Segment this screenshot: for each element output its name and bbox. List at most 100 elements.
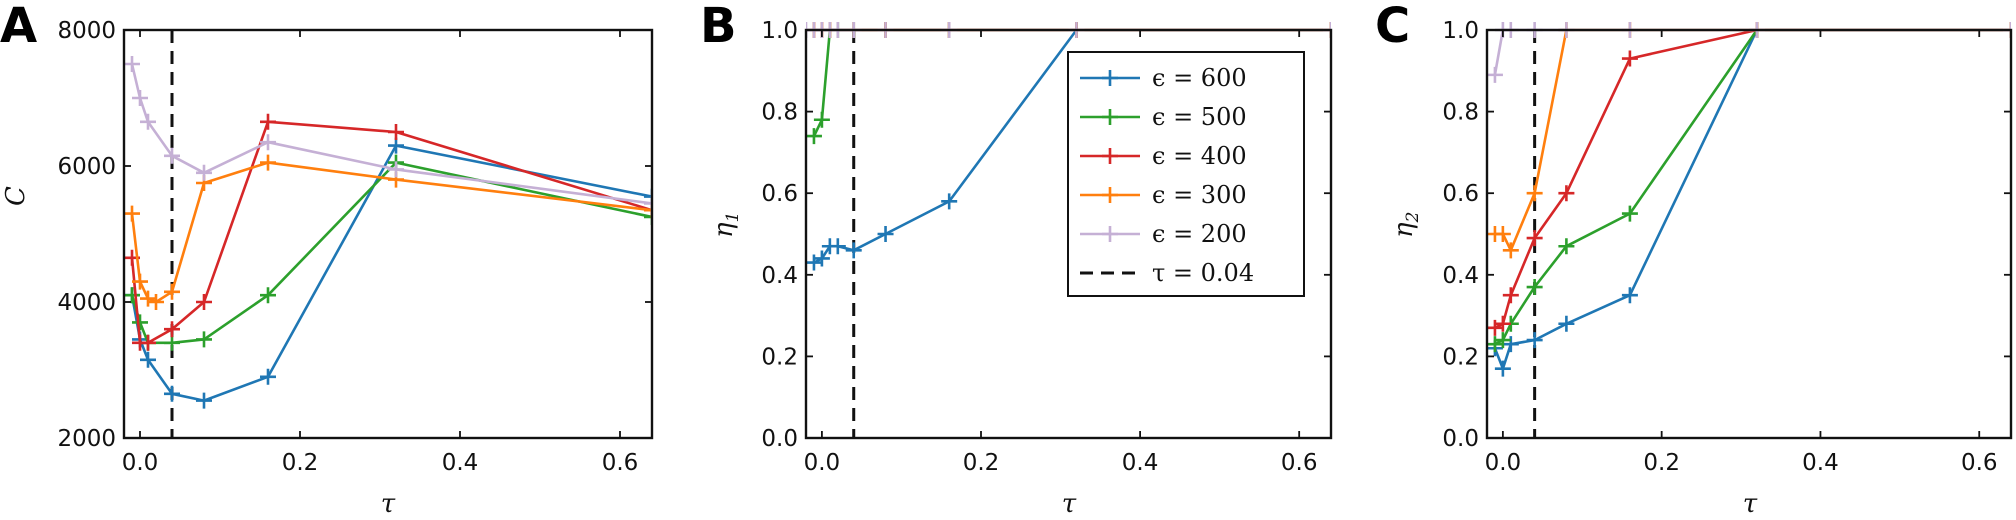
x-tick-label: 0.6 [1281,450,1318,476]
legend-marker [1102,70,1118,86]
legend-label: ϵ = 600 [1152,64,1247,92]
x-tick-label: 0.2 [963,450,1000,476]
legend-marker [1102,187,1118,203]
legend-label: ϵ = 400 [1152,142,1247,170]
data-point [260,154,276,171]
data-point [1487,319,1503,336]
legend-marker [1102,109,1118,125]
x-tick-label: 0.6 [1961,450,1998,476]
y-tick-label: 0.0 [1442,426,1479,452]
y-tick-label: 0.6 [1442,181,1479,207]
data-point [845,242,862,259]
y-tick-label: 0.6 [761,181,798,207]
data-point [806,128,822,145]
data-point [813,111,830,128]
data-point [148,294,164,310]
data-point [1487,336,1503,353]
series-line [1493,28,2011,370]
data-point [140,351,156,368]
series-line [130,161,652,345]
y-axis-label-b: η1 [709,212,743,238]
data-point [1558,185,1575,202]
data-point [829,238,846,255]
data-point [1494,226,1511,242]
data-point [1487,66,1503,83]
series-group [1487,22,2011,377]
data-point [644,195,652,212]
data-point [164,334,180,351]
y-tick-label: 0.2 [1442,344,1479,370]
data-point [196,392,212,409]
y-tick-label: 0.4 [1442,263,1479,289]
data-point [140,113,156,130]
x-tick-label: 0.0 [1485,450,1522,476]
y-tick-label: 1.0 [1442,18,1479,44]
data-point [196,331,212,348]
panel-a: 0.0 0.2 0.4 0.6 2000 4000 6000 8000 [57,18,654,476]
y-tick-label: 6000 [57,154,116,180]
legend-label: ϵ = 500 [1152,103,1247,131]
panel-letter-c: C [1375,0,1410,54]
y-tick-label: 2000 [57,426,116,452]
y-axis-label-a: C [1,186,31,206]
data-point [1502,287,1519,304]
data-point [140,334,156,351]
panel-c: 0.0 0.2 0.4 0.6 0.0 0.2 0.4 0.6 0.8 1.0 [1442,18,2013,476]
data-point [1558,315,1575,332]
data-point [132,273,148,290]
data-point [164,321,180,338]
data-point [1494,332,1511,349]
y-tick-label: 1.0 [761,18,798,44]
y-tick-label: 0.8 [1442,100,1479,126]
data-point [1621,205,1638,222]
data-point [388,161,404,178]
data-point [1502,242,1519,259]
series-line [1494,28,2011,329]
panel-letter-a: A [0,0,37,54]
data-point [164,283,180,300]
x-tick-label: 0.4 [442,450,479,476]
panel-letter-b: B [700,0,737,54]
series-line [1494,28,2011,346]
x-tick-label: 0.0 [122,450,159,476]
y-axis-label-c: η2 [1389,212,1423,238]
y-tick-label: 8000 [57,18,116,44]
data-point [132,90,148,106]
y-tick-label: 0.8 [761,100,798,126]
axis-frame [122,28,654,440]
y-axis-label-c-main: η [1389,222,1419,238]
data-point [196,294,212,310]
y-axis-label-b-main: η [709,222,739,238]
x-tick-label: 0.2 [1643,450,1680,476]
data-point [1526,230,1543,247]
series-group [124,56,652,409]
data-point [1526,279,1543,296]
data-point [260,287,276,304]
data-point [132,314,148,331]
x-tick-label: 0.2 [282,450,319,476]
legend-label: ϵ = 300 [1152,181,1247,209]
data-point [140,290,156,307]
data-point [1526,185,1543,202]
data-point [196,164,212,181]
y-axis-label-c-sub: 2 [1403,212,1423,224]
data-point [124,205,140,222]
data-point [644,188,652,205]
data-point [260,368,276,385]
data-point [644,209,652,225]
legend-label: τ = 0.04 [1152,259,1254,287]
legend-marker [1102,148,1118,164]
y-tick-label: 0.2 [761,344,798,370]
data-point [124,287,140,304]
legend-label: ϵ = 200 [1152,220,1247,248]
data-point [164,385,180,402]
data-point [1621,50,1638,67]
data-point [164,147,180,164]
x-tick-label: 0.4 [1802,450,1839,476]
y-tick-label: 0.0 [761,426,798,452]
legend-box [1067,51,1305,297]
y-tick-label: 0.4 [761,263,798,289]
data-point [1558,238,1575,255]
data-point [877,226,894,242]
